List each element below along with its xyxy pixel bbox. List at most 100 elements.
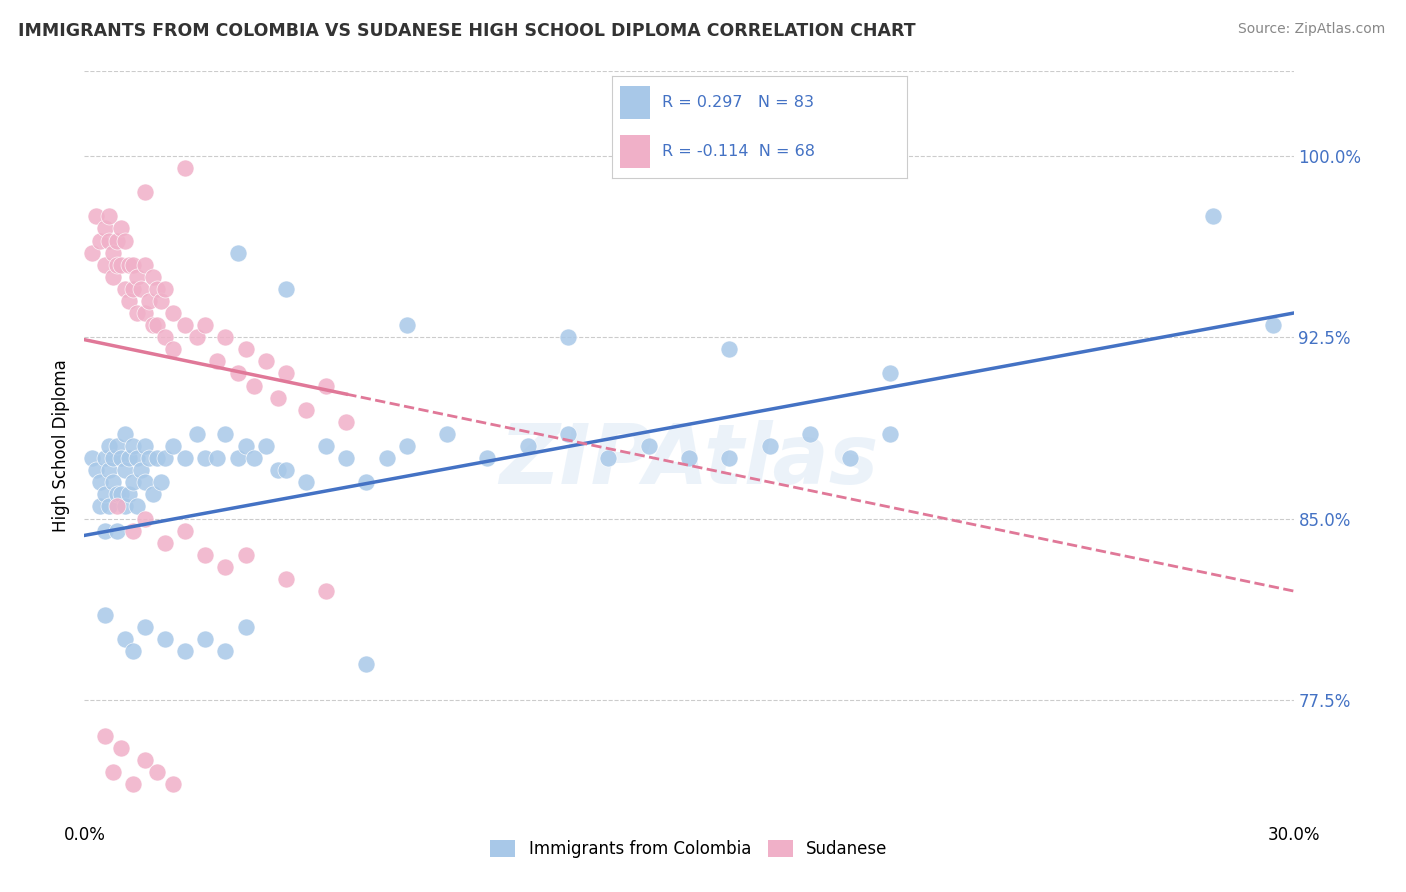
Point xyxy=(174,318,197,333)
Point xyxy=(207,354,229,368)
Point xyxy=(186,330,208,344)
Point xyxy=(105,487,128,501)
Point xyxy=(101,475,124,490)
Point xyxy=(395,439,418,453)
Point xyxy=(97,234,120,248)
Point xyxy=(105,439,128,453)
Point xyxy=(134,753,156,767)
Point xyxy=(118,451,141,466)
Point xyxy=(134,258,156,272)
Point xyxy=(114,463,136,477)
Point xyxy=(125,269,148,284)
Point xyxy=(101,245,124,260)
Point xyxy=(93,221,115,235)
Point xyxy=(93,451,115,466)
Point xyxy=(134,185,156,199)
Point xyxy=(254,354,277,368)
Point xyxy=(194,548,217,562)
Point xyxy=(89,500,111,514)
Point xyxy=(110,741,132,756)
Text: R = -0.114  N = 68: R = -0.114 N = 68 xyxy=(662,145,815,160)
Text: Source: ZipAtlas.com: Source: ZipAtlas.com xyxy=(1237,22,1385,37)
Point xyxy=(214,644,236,658)
Point xyxy=(557,426,579,441)
Point xyxy=(110,258,132,272)
Point xyxy=(146,765,169,780)
Point xyxy=(138,293,160,308)
Point xyxy=(121,524,143,538)
Point xyxy=(118,258,141,272)
Point xyxy=(146,451,169,466)
Point xyxy=(121,777,143,791)
Point xyxy=(315,439,337,453)
Point xyxy=(214,559,236,574)
Text: ZIPAtlas: ZIPAtlas xyxy=(499,420,879,501)
Point xyxy=(274,282,297,296)
Point xyxy=(114,426,136,441)
Point xyxy=(267,391,290,405)
Point xyxy=(315,378,337,392)
Point xyxy=(174,644,197,658)
Point xyxy=(153,632,176,647)
Point xyxy=(138,451,160,466)
Point xyxy=(134,511,156,525)
Point xyxy=(235,439,257,453)
Point xyxy=(356,657,378,671)
Point xyxy=(146,318,169,333)
Point xyxy=(226,451,249,466)
Point xyxy=(153,330,176,344)
Point xyxy=(718,451,741,466)
Point xyxy=(105,234,128,248)
Point xyxy=(121,439,143,453)
Point xyxy=(637,439,659,453)
Point xyxy=(121,475,143,490)
Point xyxy=(174,161,197,175)
Point xyxy=(477,451,499,466)
Point xyxy=(97,439,120,453)
Point xyxy=(162,777,184,791)
Point xyxy=(226,245,249,260)
Point xyxy=(436,426,458,441)
Point xyxy=(142,318,165,333)
Point xyxy=(142,487,165,501)
Point xyxy=(839,451,862,466)
Point xyxy=(214,330,236,344)
Point xyxy=(516,439,538,453)
Point xyxy=(82,451,104,466)
Point xyxy=(110,221,132,235)
Point xyxy=(101,451,124,466)
Point xyxy=(93,524,115,538)
Point xyxy=(125,451,148,466)
Point xyxy=(118,487,141,501)
Point xyxy=(162,306,184,320)
Point xyxy=(395,318,418,333)
Point xyxy=(82,245,104,260)
Point xyxy=(162,343,184,357)
Point xyxy=(194,318,217,333)
Point xyxy=(758,439,780,453)
Point xyxy=(375,451,398,466)
Point xyxy=(97,500,120,514)
Point xyxy=(93,608,115,623)
Point xyxy=(295,402,318,417)
Point xyxy=(1202,210,1225,224)
Point xyxy=(235,620,257,634)
Point xyxy=(89,234,111,248)
Point xyxy=(105,500,128,514)
Point xyxy=(235,343,257,357)
Point xyxy=(174,451,197,466)
Point xyxy=(242,378,264,392)
Y-axis label: High School Diploma: High School Diploma xyxy=(52,359,70,533)
Point xyxy=(110,487,132,501)
Point xyxy=(125,306,148,320)
Text: R = 0.297   N = 83: R = 0.297 N = 83 xyxy=(662,95,814,110)
Point xyxy=(101,269,124,284)
Point xyxy=(125,500,148,514)
Point xyxy=(93,729,115,743)
Point xyxy=(315,584,337,599)
Point xyxy=(97,210,120,224)
Point xyxy=(557,330,579,344)
Point xyxy=(97,463,120,477)
Point xyxy=(274,572,297,586)
Text: IMMIGRANTS FROM COLOMBIA VS SUDANESE HIGH SCHOOL DIPLOMA CORRELATION CHART: IMMIGRANTS FROM COLOMBIA VS SUDANESE HIG… xyxy=(18,22,915,40)
